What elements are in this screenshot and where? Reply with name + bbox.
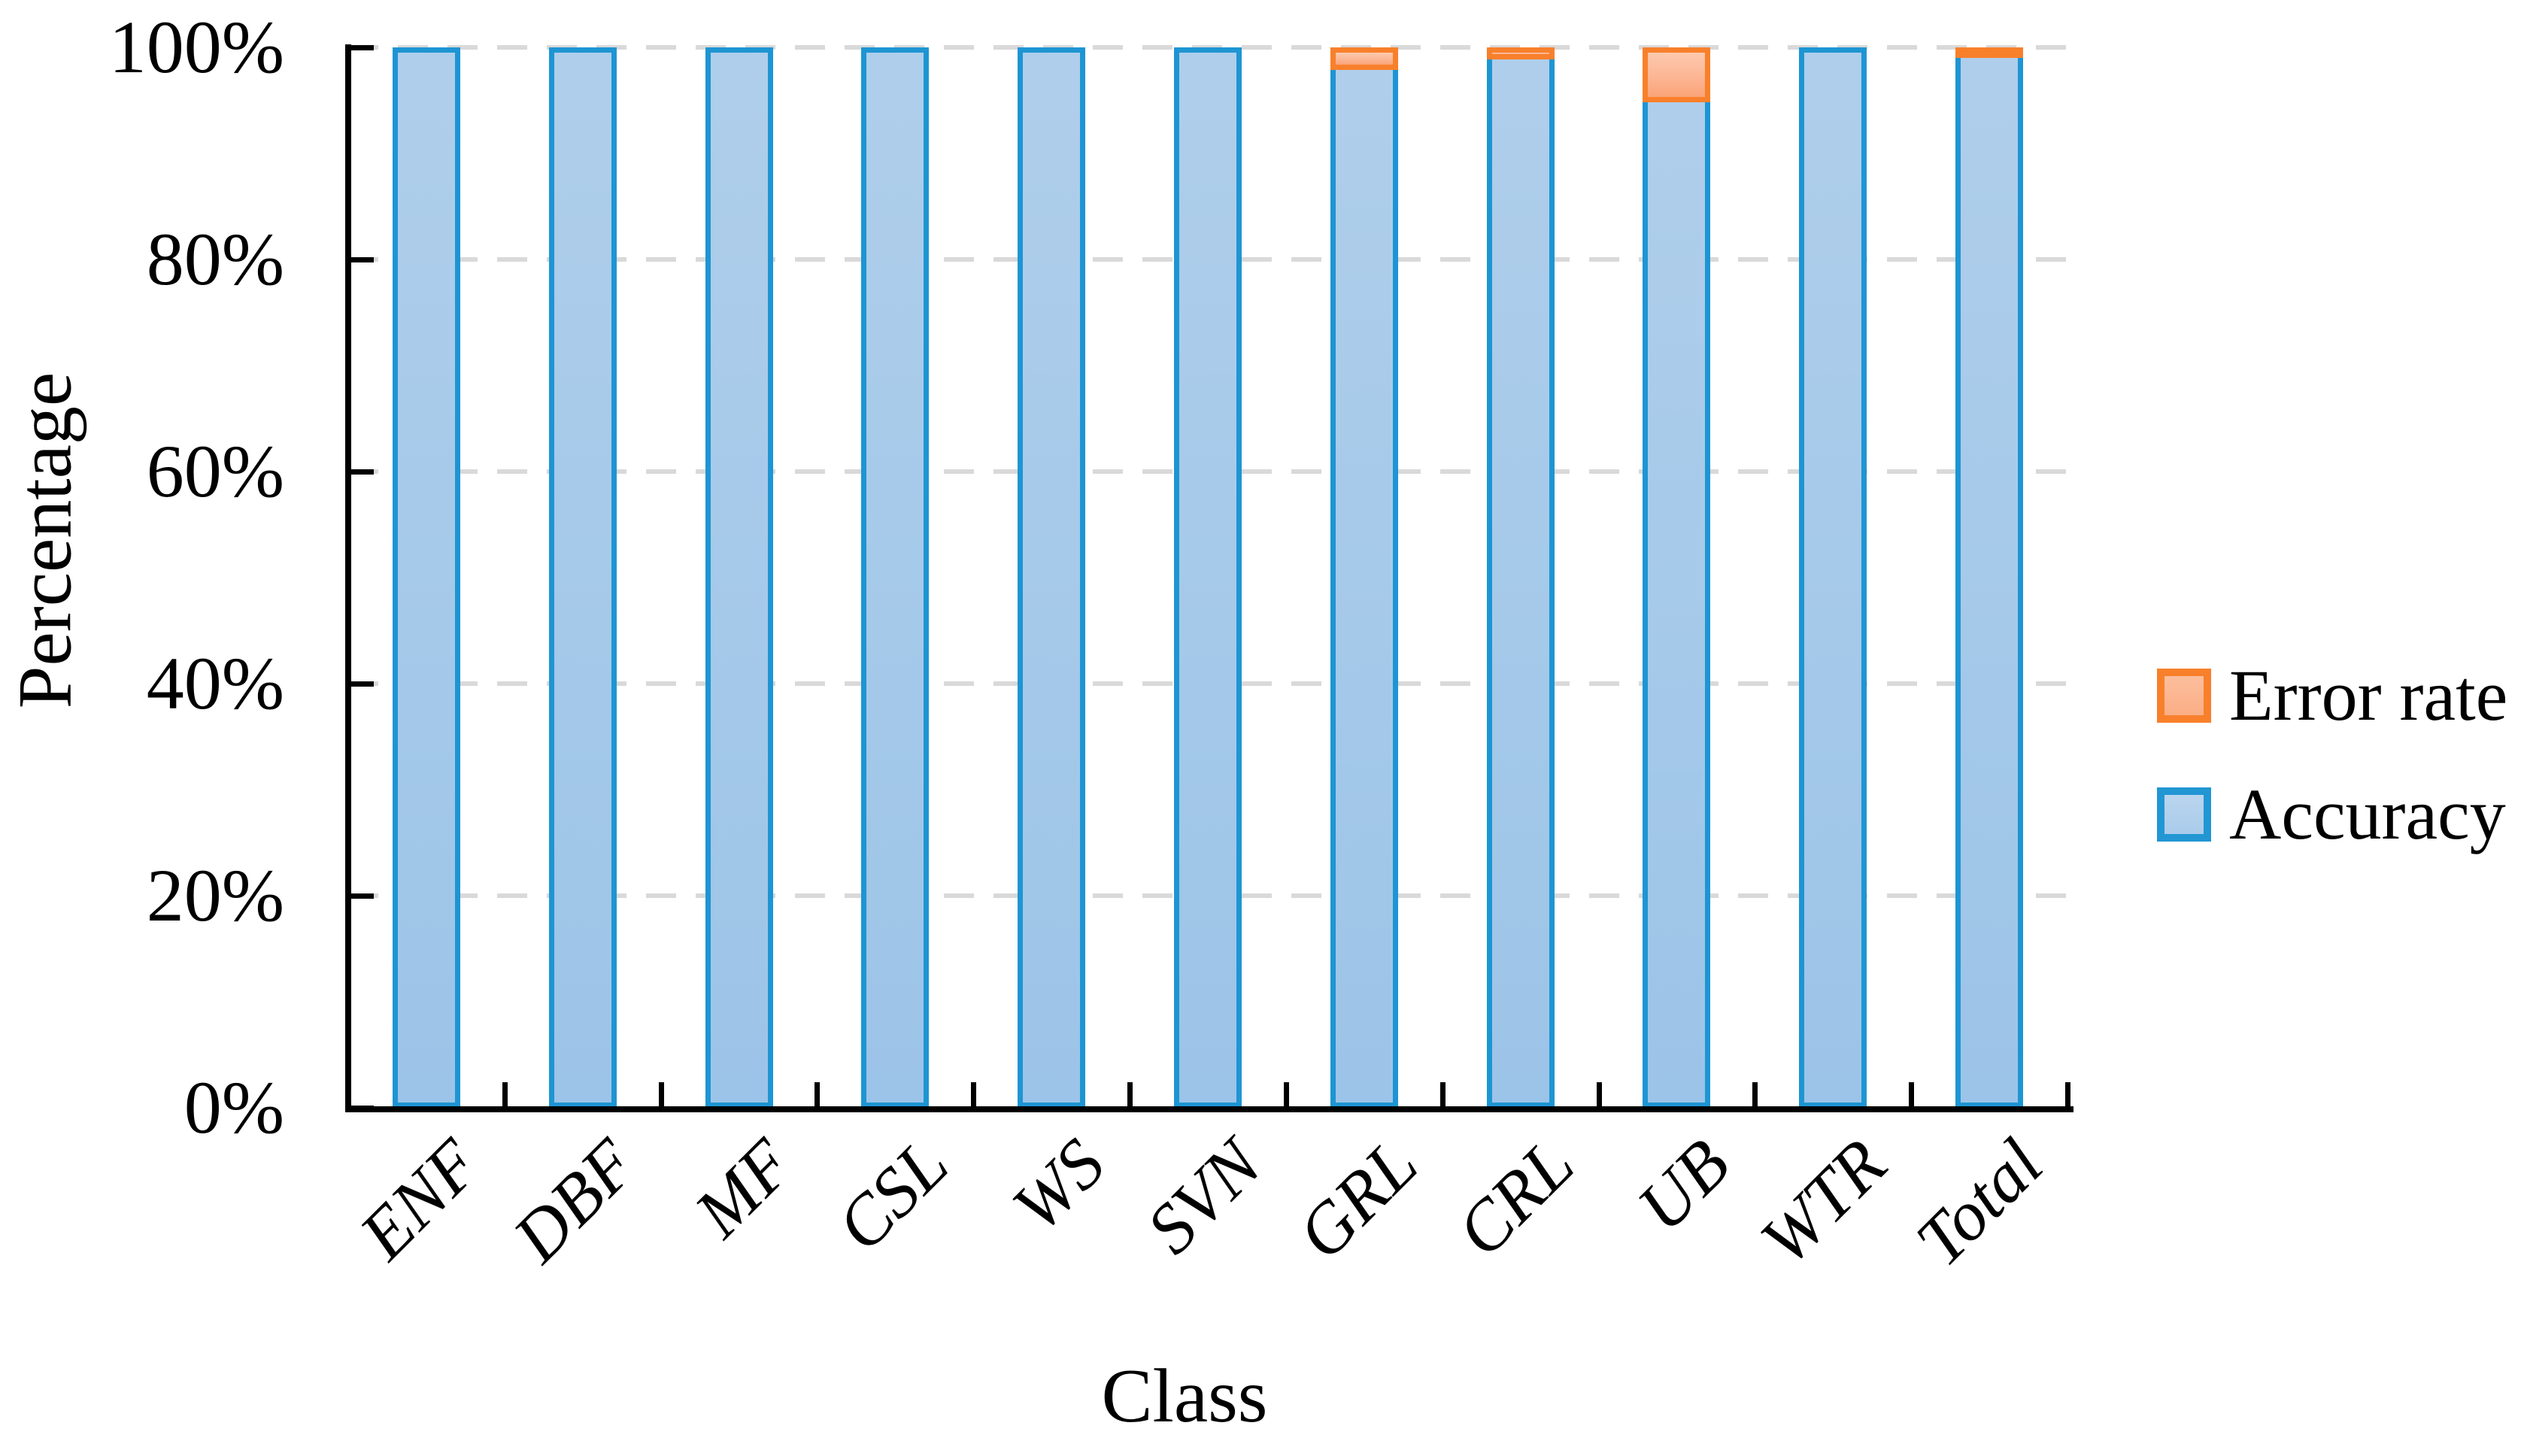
x-tick-1	[502, 1082, 508, 1108]
x-tick-10	[1909, 1082, 1915, 1108]
y-tick-label-0: 0%	[184, 1066, 284, 1149]
x-tick-4	[971, 1082, 977, 1108]
y-axis-title: Percentage	[2, 372, 88, 709]
legend-item-error-rate: Error rate	[2157, 654, 2507, 737]
x-tick-9	[1752, 1082, 1758, 1108]
error-segment-total	[1955, 47, 2024, 59]
y-tick-label-20: 20%	[146, 854, 284, 937]
bar-grl	[1330, 47, 1398, 1108]
x-tick-11	[2065, 1082, 2070, 1108]
bar-crl	[1486, 47, 1555, 1108]
y-tick-100	[351, 45, 374, 50]
accuracy-segment-grl	[1330, 69, 1398, 1108]
accuracy-segment-wtr	[1799, 47, 1867, 1108]
accuracy-segment-ws	[1018, 47, 1086, 1108]
bar-dbf	[548, 47, 617, 1108]
accuracy-segment-svn	[1174, 47, 1242, 1108]
accuracy-segment-total	[1955, 58, 2024, 1108]
accuracy-swatch-icon	[2157, 787, 2211, 842]
x-axis-line	[345, 1106, 2073, 1112]
accuracy-segment-mf	[705, 47, 773, 1108]
bar-enf	[392, 47, 460, 1108]
bar-ws	[1018, 47, 1086, 1108]
x-tick-7	[1439, 1082, 1445, 1108]
error-segment-grl	[1330, 47, 1398, 70]
bar-wtr	[1799, 47, 1867, 1108]
y-tick-60	[351, 469, 374, 475]
x-tick-3	[815, 1082, 821, 1108]
accuracy-segment-ub	[1643, 102, 1711, 1108]
y-tick-80	[351, 257, 374, 262]
y-axis-line	[345, 44, 351, 1112]
y-tick-label-40: 40%	[146, 642, 284, 725]
error-rate-swatch-icon	[2157, 669, 2211, 723]
y-tick-0	[351, 1106, 374, 1111]
bar-svn	[1174, 47, 1242, 1108]
y-tick-20	[351, 893, 374, 899]
legend-label-error-rate: Error rate	[2229, 655, 2508, 736]
x-tick-5	[1127, 1082, 1133, 1108]
bar-total	[1955, 47, 2024, 1108]
bar-csl	[861, 47, 930, 1108]
x-axis-title: Class	[1101, 1354, 1268, 1439]
legend-item-accuracy: Accuracy	[2157, 773, 2506, 856]
accuracy-segment-crl	[1486, 59, 1555, 1108]
y-tick-40	[351, 681, 374, 687]
accuracy-segment-enf	[392, 47, 460, 1108]
accuracy-segment-dbf	[548, 47, 617, 1108]
x-tick-6	[1283, 1082, 1289, 1108]
x-tick-2	[658, 1082, 664, 1108]
plot-area	[348, 45, 2067, 1108]
bar-mf	[705, 47, 773, 1108]
error-segment-crl	[1486, 47, 1555, 59]
y-tick-label-60: 60%	[146, 429, 284, 513]
bar-ub	[1643, 47, 1711, 1108]
legend-label-accuracy: Accuracy	[2229, 774, 2506, 854]
accuracy-segment-csl	[861, 47, 930, 1108]
error-segment-ub	[1643, 47, 1711, 103]
y-tick-label-80: 80%	[146, 217, 284, 301]
y-tick-label-100: 100%	[108, 5, 284, 89]
x-tick-8	[1596, 1082, 1602, 1108]
